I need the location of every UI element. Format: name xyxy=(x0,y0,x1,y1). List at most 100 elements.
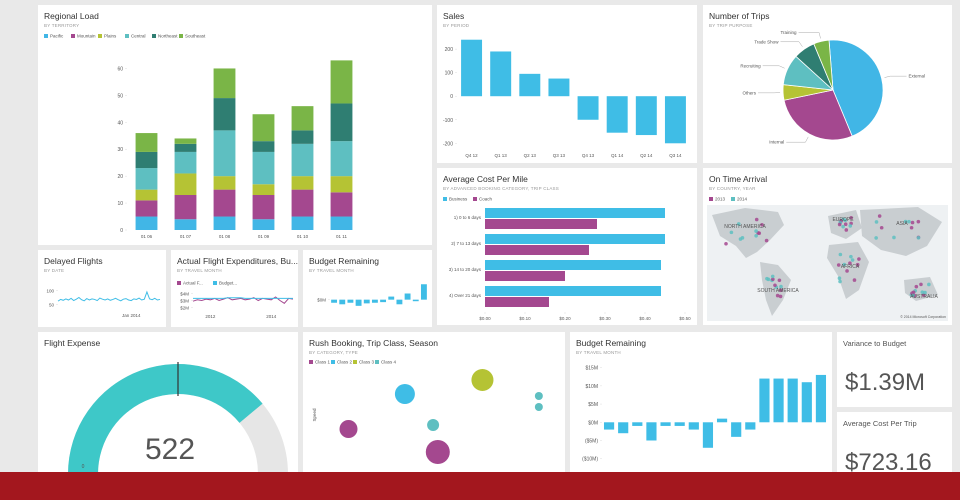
tile-subtitle: BY TRAVEL MONTH xyxy=(177,268,222,273)
tile-subtitle: BY TRAVEL MONTH xyxy=(309,268,354,273)
map-marker xyxy=(838,279,842,284)
bubble xyxy=(394,384,415,404)
map-marker xyxy=(771,277,775,282)
bar xyxy=(674,422,685,426)
map-marker xyxy=(740,236,745,240)
bar-segment xyxy=(135,189,158,201)
legend-label: Coach xyxy=(479,197,493,202)
map-marker xyxy=(729,230,734,235)
bar xyxy=(660,422,671,426)
legend-label: Mountain xyxy=(77,34,96,39)
legend-label: Class 2 xyxy=(337,360,353,365)
bar-segment xyxy=(135,168,158,190)
card-value: $723.16 xyxy=(845,449,932,476)
map-marker xyxy=(907,219,911,224)
y-tick-label: $0M xyxy=(317,298,326,303)
bar-segment xyxy=(330,103,353,142)
bar xyxy=(606,96,628,133)
y-tick-label: 3) 14 to 20 days xyxy=(449,267,482,272)
gauge-min-label: 0 xyxy=(82,464,85,470)
bar xyxy=(688,422,699,430)
bar-segment xyxy=(291,143,314,177)
leader-line xyxy=(884,75,907,78)
land xyxy=(860,207,942,256)
tile-subtitle: BY CATEGORY, TYPE xyxy=(309,350,358,355)
map-marker xyxy=(778,294,783,299)
bar xyxy=(577,96,599,120)
map-marker xyxy=(911,293,916,297)
region-label: NORTH AMERICA xyxy=(724,224,766,230)
bar xyxy=(801,382,812,423)
leader-line xyxy=(780,41,803,47)
x-tick-label: Q2 14 xyxy=(640,153,653,158)
bar-segment xyxy=(330,60,353,104)
bar-segment xyxy=(213,130,236,177)
bubble xyxy=(427,419,440,431)
pie-slice xyxy=(813,39,834,91)
x-tick-label: $0.50 xyxy=(679,316,691,321)
map-marker xyxy=(736,222,741,226)
map-marker xyxy=(777,278,782,283)
bar xyxy=(664,96,686,144)
map-marker xyxy=(927,282,931,287)
map-marker xyxy=(911,290,916,295)
bar-segment xyxy=(135,151,158,169)
region-label: SOUTH AMERICA xyxy=(757,288,799,294)
bar xyxy=(618,422,629,434)
gauge-value-label: 522 xyxy=(145,433,195,466)
y-tick-label: $2M xyxy=(180,306,189,311)
bar xyxy=(716,418,728,423)
map-marker xyxy=(837,276,842,281)
bar-segment xyxy=(213,216,236,230)
y-tick-label: 60 xyxy=(117,66,123,72)
y-tick-label: ($5M) xyxy=(585,439,598,445)
legend-swatch xyxy=(71,34,75,38)
map-marker xyxy=(754,234,758,238)
map-marker xyxy=(779,284,783,289)
y-tick-label: $3M xyxy=(180,299,189,304)
bar xyxy=(485,297,549,307)
bubble xyxy=(534,403,543,411)
y-tick-label: $4M xyxy=(180,292,189,297)
tile xyxy=(303,332,565,492)
map-marker xyxy=(923,290,927,295)
bar xyxy=(485,208,665,218)
legend-label: Class 4 xyxy=(381,360,397,365)
legend-swatch xyxy=(709,197,713,201)
tile-title: Flight Expense xyxy=(44,338,100,348)
tile-title: Sales xyxy=(443,11,464,21)
card xyxy=(837,332,952,407)
x-tick-label: Q3 14 xyxy=(669,153,682,158)
legend-swatch xyxy=(177,281,181,285)
tile-subtitle: BY COUNTRY, YEAR xyxy=(709,186,756,191)
map-marker xyxy=(874,236,878,240)
y-tick-label: $15M xyxy=(585,366,598,372)
x-tick-label: $0.00 xyxy=(479,316,491,321)
y-axis-label: Speed xyxy=(312,408,317,422)
map-marker xyxy=(844,228,849,232)
bar xyxy=(702,422,714,448)
map-marker xyxy=(778,288,783,293)
legend-swatch xyxy=(213,281,217,285)
region-label: EUROPE xyxy=(832,217,854,223)
bar-segment xyxy=(213,189,236,217)
card-title: Average Cost Per Trip xyxy=(843,419,917,428)
bar xyxy=(420,284,427,300)
legend-label: Southeast xyxy=(185,34,206,39)
map-marker xyxy=(852,278,857,282)
y-tick-label: 100 xyxy=(46,289,54,294)
map-marker xyxy=(775,293,780,298)
x-tick-label: Q1 14 xyxy=(611,153,624,158)
map-marker xyxy=(841,224,845,229)
bar xyxy=(412,299,419,302)
bar xyxy=(490,51,512,97)
y-tick-label: ($10M) xyxy=(582,457,598,463)
tile-title: Budget Remaining xyxy=(576,338,646,348)
y-tick-label: $5M xyxy=(588,402,598,408)
map-marker xyxy=(857,257,861,261)
bar xyxy=(485,234,665,244)
tile-title: Number of Trips xyxy=(709,11,769,21)
bar-segment xyxy=(252,184,275,195)
bar xyxy=(745,422,756,430)
y-tick-label: 200 xyxy=(445,47,454,53)
